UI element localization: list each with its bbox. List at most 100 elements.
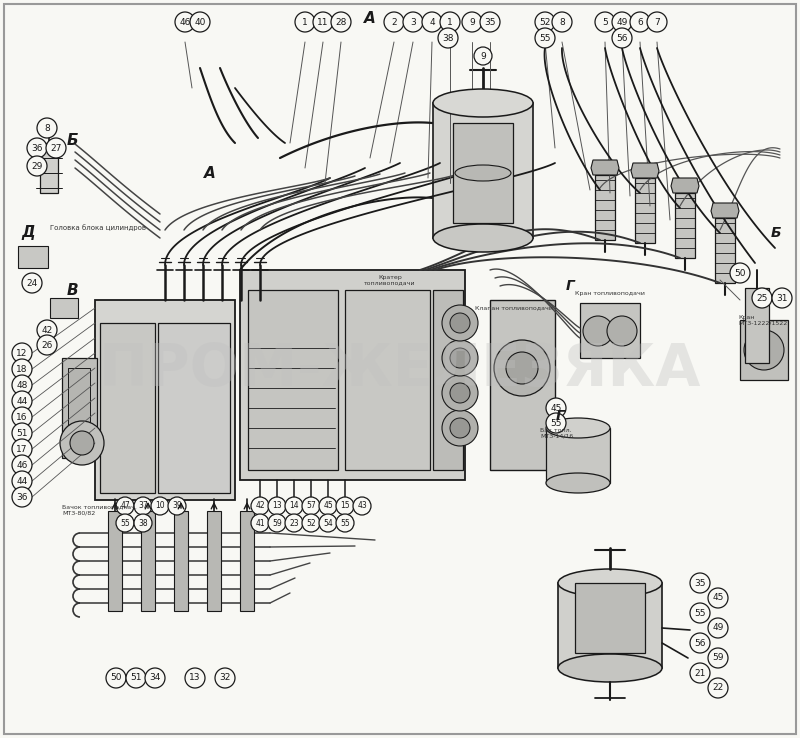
Text: 55: 55 <box>539 33 550 43</box>
Circle shape <box>462 12 482 32</box>
Circle shape <box>27 156 47 176</box>
Text: 46: 46 <box>179 18 190 27</box>
Bar <box>18 246 48 268</box>
Circle shape <box>546 413 566 433</box>
Text: 16: 16 <box>16 413 28 421</box>
Circle shape <box>442 305 478 341</box>
Circle shape <box>690 603 710 623</box>
Bar <box>490 300 555 470</box>
Bar <box>240 511 254 611</box>
Text: 40: 40 <box>194 18 206 27</box>
Text: 14: 14 <box>289 502 299 511</box>
Text: Головка блока цилиндров: Головка блока цилиндров <box>50 224 146 232</box>
Text: 39: 39 <box>172 502 182 511</box>
Text: 55: 55 <box>694 609 706 618</box>
Text: 42: 42 <box>42 325 53 334</box>
Text: 5: 5 <box>602 18 608 27</box>
Circle shape <box>12 359 32 379</box>
Bar <box>453 123 513 223</box>
Circle shape <box>450 348 470 368</box>
Text: Д: Д <box>21 224 35 240</box>
Text: 36: 36 <box>31 143 42 153</box>
Text: 45: 45 <box>323 502 333 511</box>
Circle shape <box>116 497 134 515</box>
Circle shape <box>12 439 32 459</box>
Text: 50: 50 <box>110 674 122 683</box>
Circle shape <box>134 514 152 532</box>
Text: 41: 41 <box>255 519 265 528</box>
Circle shape <box>450 313 470 333</box>
Circle shape <box>37 118 57 138</box>
Circle shape <box>690 633 710 653</box>
Text: 18: 18 <box>16 365 28 373</box>
Circle shape <box>106 668 126 688</box>
Circle shape <box>175 12 195 32</box>
Ellipse shape <box>433 224 533 252</box>
Text: 21: 21 <box>694 669 706 677</box>
Text: 24: 24 <box>26 278 38 288</box>
Circle shape <box>60 421 104 465</box>
Circle shape <box>450 418 470 438</box>
Text: 55: 55 <box>550 418 562 427</box>
Text: 56: 56 <box>616 33 628 43</box>
Text: 1: 1 <box>447 18 453 27</box>
Circle shape <box>12 455 32 475</box>
Text: 42: 42 <box>255 502 265 511</box>
Circle shape <box>744 330 784 370</box>
Text: 45: 45 <box>550 404 562 413</box>
Text: 28: 28 <box>335 18 346 27</box>
Bar <box>675 193 695 258</box>
Circle shape <box>546 398 566 418</box>
Bar <box>40 143 58 193</box>
Circle shape <box>708 588 728 608</box>
Text: 27: 27 <box>50 143 62 153</box>
Text: 44: 44 <box>16 396 28 405</box>
Text: Б: Б <box>66 133 78 148</box>
Circle shape <box>37 335 57 355</box>
Circle shape <box>442 410 478 446</box>
Text: 36: 36 <box>16 492 28 502</box>
Ellipse shape <box>558 654 662 682</box>
Text: Б: Б <box>770 226 782 240</box>
Circle shape <box>12 391 32 411</box>
Bar <box>50 298 78 318</box>
Bar <box>68 368 90 448</box>
Text: 2: 2 <box>391 18 397 27</box>
Ellipse shape <box>433 89 533 117</box>
Polygon shape <box>711 203 739 218</box>
Text: 8: 8 <box>559 18 565 27</box>
Circle shape <box>607 316 637 346</box>
Text: Г: Г <box>566 279 574 293</box>
Text: 38: 38 <box>138 519 148 528</box>
Circle shape <box>422 12 442 32</box>
Circle shape <box>331 12 351 32</box>
Circle shape <box>442 375 478 411</box>
Text: Клапан топливоподачи: Клапан топливоподачи <box>475 306 553 311</box>
Text: 23: 23 <box>289 519 299 528</box>
Text: В: В <box>66 283 78 297</box>
Circle shape <box>772 288 792 308</box>
Text: Кран топливоподачи: Кран топливоподачи <box>575 291 645 295</box>
Circle shape <box>690 573 710 593</box>
Bar <box>95 300 235 500</box>
Text: 54: 54 <box>323 519 333 528</box>
Circle shape <box>126 668 146 688</box>
Circle shape <box>384 12 404 32</box>
Circle shape <box>285 514 303 532</box>
Bar <box>580 303 640 358</box>
Text: 22: 22 <box>712 683 724 692</box>
Circle shape <box>552 12 572 32</box>
Circle shape <box>37 320 57 340</box>
Text: 13: 13 <box>272 502 282 511</box>
Circle shape <box>251 497 269 515</box>
Text: 38: 38 <box>442 33 454 43</box>
Circle shape <box>612 12 632 32</box>
Circle shape <box>12 471 32 491</box>
Circle shape <box>12 375 32 395</box>
Circle shape <box>647 12 667 32</box>
Text: А: А <box>364 10 376 26</box>
Circle shape <box>215 668 235 688</box>
Circle shape <box>612 28 632 48</box>
Bar <box>248 290 338 470</box>
Ellipse shape <box>546 418 610 438</box>
